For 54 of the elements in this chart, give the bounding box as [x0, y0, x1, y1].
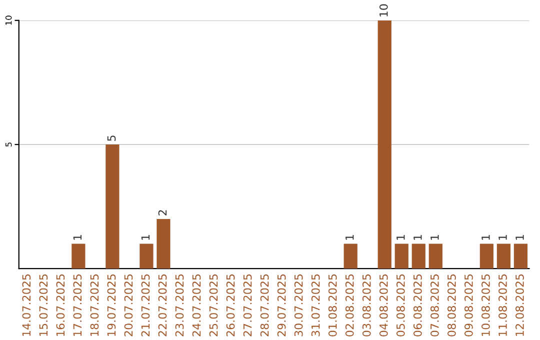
bar	[412, 244, 426, 269]
x-tick-label: 31.07.2025	[311, 274, 320, 336]
x-tick-label: 12.08.2025	[516, 274, 524, 336]
x-tick-label: 18.07.2025	[90, 274, 99, 336]
bar	[344, 244, 358, 269]
data-label: 1	[346, 234, 354, 240]
x-tick-label: 05.08.2025	[396, 274, 405, 336]
data-label: 1	[73, 234, 82, 240]
bar	[140, 244, 154, 269]
data-label: 5	[107, 136, 116, 141]
x-tick-label: 04.08.2025	[379, 274, 388, 336]
data-label: 1	[396, 234, 405, 240]
bar	[394, 244, 408, 269]
data-label: 1	[414, 234, 422, 240]
x-tick-label: 21.07.2025	[141, 274, 150, 336]
x-tick-label: 02.08.2025	[345, 274, 354, 336]
x-tick-label: 10.08.2025	[481, 274, 490, 336]
data-label: 1	[430, 234, 439, 240]
x-tick-label: 06.08.2025	[413, 274, 422, 336]
data-label: 1	[516, 234, 524, 240]
bar	[428, 244, 442, 269]
x-tick-label: 23.07.2025	[175, 274, 184, 336]
x-tick-label: 07.08.2025	[430, 274, 439, 336]
x-tick-label: 14.07.2025	[22, 274, 31, 336]
x-tick-label: 16.07.2025	[56, 274, 65, 336]
data-label: 1	[141, 234, 150, 240]
x-tick-label: 20.07.2025	[124, 274, 133, 336]
bar	[514, 244, 528, 269]
bar	[378, 20, 392, 269]
x-tick-label: 08.08.2025	[447, 274, 456, 336]
x-tick-label: 19.07.2025	[107, 274, 116, 336]
data-label: 1	[482, 234, 490, 240]
x-tick-label: 30.07.2025	[294, 274, 303, 336]
bar	[480, 244, 494, 269]
bar	[106, 144, 120, 269]
data-label: 1	[498, 234, 507, 240]
bar	[496, 244, 510, 269]
bar	[156, 218, 170, 269]
x-tick-label: 29.07.2025	[277, 274, 286, 336]
data-label: 10	[379, 4, 388, 16]
x-tick-label: 24.07.2025	[192, 274, 201, 336]
x-tick-label: 25.07.2025	[209, 274, 218, 336]
data-label: 2	[158, 210, 167, 216]
x-tick-label: 01.08.2025	[328, 274, 337, 336]
x-tick-label: 17.07.2025	[73, 274, 82, 336]
x-tick-label: 27.07.2025	[243, 274, 252, 336]
x-tick-label: 03.08.2025	[362, 274, 371, 336]
x-tick-label: 22.07.2025	[158, 274, 167, 336]
x-tick-label: 09.08.2025	[464, 274, 473, 336]
x-tick-label: 26.07.2025	[226, 274, 235, 336]
x-tick-label: 15.07.2025	[39, 274, 48, 336]
x-tick-label: 11.08.2025	[498, 274, 507, 336]
x-tick-label: 28.07.2025	[260, 274, 269, 336]
bar	[72, 244, 86, 269]
